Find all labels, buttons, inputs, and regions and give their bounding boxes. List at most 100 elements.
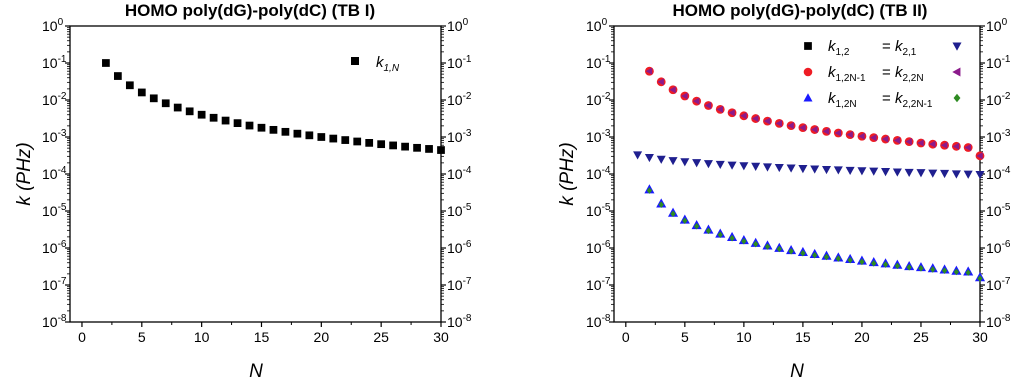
data-point-diamond	[694, 222, 700, 230]
data-point-tri-left	[645, 67, 653, 75]
data-point-diamond	[835, 255, 841, 262]
data-point-square	[389, 141, 397, 150]
data-point-tri-left	[858, 132, 865, 140]
data-point-tri-down	[715, 160, 725, 170]
legend-label-eq: = k2,2N-1	[882, 90, 933, 110]
x-tick-label: 5	[138, 329, 146, 345]
x-axis: 0 5 10 15 20 25 30	[78, 322, 449, 345]
data-point-tri-left	[763, 117, 771, 125]
data-point-tri-down	[904, 168, 914, 178]
data-point-diamond	[823, 253, 830, 261]
data-point-tri-down	[656, 155, 666, 164]
data-point-square	[353, 137, 362, 146]
plot-frame	[613, 25, 981, 323]
data-point-tri-left	[740, 112, 747, 120]
y-tick-label-right: 10-5	[986, 202, 1011, 219]
data-point-tri-down	[963, 170, 973, 179]
legend: k1,2 = k2,1 k1,2N-1 = k2,2N k1,2N = k2,2N-1	[803, 38, 962, 110]
data-point-square	[185, 107, 194, 116]
data-point-tri-down	[892, 168, 902, 177]
data-point-diamond	[953, 268, 960, 276]
legend-marker-square	[351, 57, 359, 65]
y-axis: 100 100 10-1 10-1 10-2 10-2 10-3 10-3 10-4 10-4 10…	[586, 17, 1011, 330]
data-point-tri-down	[703, 160, 713, 169]
x-tick-label: 0	[78, 329, 86, 345]
data-point-square	[209, 113, 218, 122]
data-point-tri-down	[692, 159, 702, 168]
data-point-diamond	[788, 247, 794, 255]
data-point-tri-left	[716, 105, 723, 113]
y-tick-label-right: 10-8	[447, 313, 472, 330]
data-point-square	[401, 142, 409, 151]
x-tick-label: 0	[622, 329, 630, 345]
y-tick-label-right: 10-4	[447, 165, 472, 182]
data-point-tri-down	[940, 169, 950, 179]
data-point-diamond	[882, 261, 889, 268]
data-point-tri-left	[976, 152, 983, 160]
y-tick-label: 10-4	[42, 165, 67, 182]
x-tick-label: 20	[314, 329, 330, 345]
data-point-diamond	[741, 237, 747, 245]
data-point-tri-down	[774, 163, 784, 173]
y-axis-label: k (PHz)	[557, 142, 578, 205]
y-tick-label: 10-5	[586, 202, 611, 219]
data-point-tri-down	[975, 171, 985, 180]
data-point-square	[305, 131, 314, 140]
chart-title: HOMO poly(dG)-poly(dC) (TB II)	[673, 1, 928, 20]
data-point-diamond	[776, 245, 782, 253]
data-point-tri-left	[728, 109, 735, 117]
data-point-square	[437, 146, 445, 154]
y-tick-label-right: 10-5	[447, 202, 472, 219]
y-tick-label-right: 10-2	[986, 91, 1011, 108]
legend-label: k1,2N	[828, 90, 857, 110]
data-point-tri-down	[762, 163, 772, 172]
data-point-tri-down	[928, 169, 938, 178]
y-tick-label: 10-4	[586, 165, 611, 182]
y-tick-label-right: 10-6	[447, 239, 472, 256]
data-point-diamond	[812, 251, 818, 259]
data-point-tri-down	[668, 157, 678, 166]
x-tick-label: 15	[254, 329, 270, 345]
data-point-square	[233, 119, 242, 128]
y-tick-label-right: 10-7	[986, 276, 1011, 293]
data-point-tri-left	[929, 140, 936, 148]
data-point-tri-left	[846, 131, 853, 139]
y-tick-label-right: 100	[986, 17, 1008, 34]
data-point-square	[137, 88, 146, 97]
data-point-tri-left	[881, 135, 889, 143]
chart-panel-tb1: HOMO poly(dG)-poly(dC) (TB I) 0 5 10 15 20 25…	[14, 1, 472, 382]
data-point-tri-down	[857, 167, 867, 176]
y-tick-label-right: 10-1	[986, 54, 1011, 71]
data-point-tri-down	[822, 165, 832, 175]
y-axis-label: k (PHz)	[14, 142, 35, 205]
data-point-diamond	[717, 231, 723, 239]
x-tick-label: 30	[433, 329, 449, 345]
data-point-diamond	[670, 210, 676, 218]
data-point-tri-left	[893, 136, 901, 144]
y-tick-label: 10-8	[42, 313, 67, 330]
x-tick-label: 15	[795, 329, 811, 345]
y-tick-label: 10-6	[42, 239, 67, 256]
data-point-tri-left	[704, 101, 712, 110]
data-point-diamond	[646, 187, 653, 194]
data-point-tri-left	[799, 124, 806, 132]
data-point-diamond	[753, 240, 759, 248]
data-point-square	[257, 123, 266, 132]
data-point-square	[161, 99, 170, 108]
data-point-diamond	[906, 264, 912, 271]
y-tick-label: 10-2	[42, 91, 67, 108]
legend-label: k1,2	[828, 38, 850, 58]
legend-label-eq: = k2,2N	[882, 64, 924, 84]
legend-label: k1,N	[376, 54, 400, 74]
y-tick-label-right: 10-1	[447, 54, 472, 71]
y-tick-label: 10-6	[586, 239, 611, 256]
data-point-square	[293, 129, 302, 138]
data-point-diamond	[658, 201, 664, 208]
data-point-tri-down	[845, 166, 855, 176]
x-axis-label: N	[249, 361, 263, 382]
data-point-square	[413, 143, 421, 152]
data-point-tri-down	[644, 154, 654, 163]
data-point-tri-down	[810, 165, 820, 174]
data-point-square	[173, 103, 182, 112]
x-tick-label: 5	[681, 329, 689, 345]
